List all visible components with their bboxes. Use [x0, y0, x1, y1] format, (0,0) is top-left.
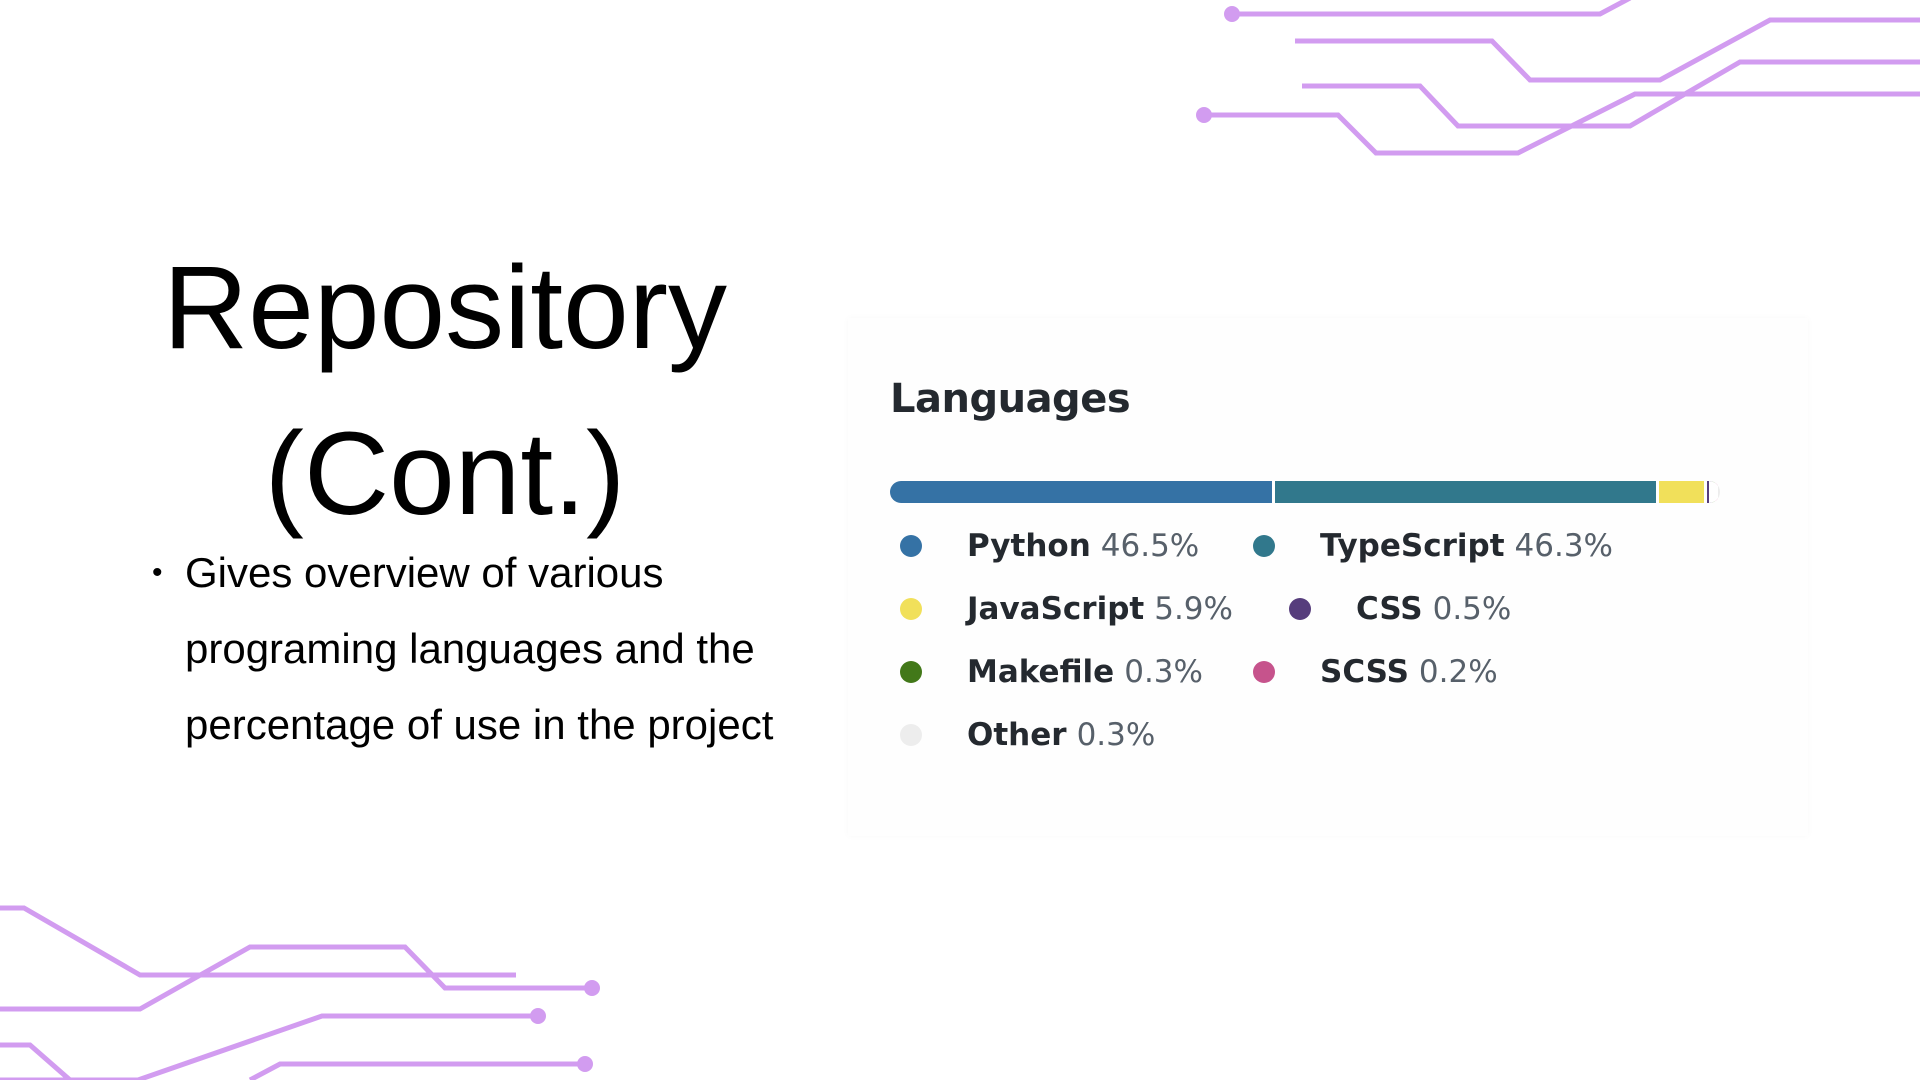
legend-name: Other: [967, 717, 1067, 753]
bar-segment-scss: [1714, 481, 1718, 503]
circuit-decoration-bottom: [0, 905, 600, 1080]
python-color-dot-icon: [900, 535, 922, 557]
legend-name: JavaScript: [967, 591, 1145, 627]
legend-item-css[interactable]: CSS 0.5%: [1289, 591, 1511, 627]
bar-segment-javascript: [1658, 481, 1708, 503]
legend-percent: 0.5%: [1432, 591, 1512, 627]
legend-percent: 5.9%: [1154, 591, 1233, 627]
bar-segment-css: [1707, 481, 1712, 503]
legend-item-python[interactable]: Python 46.5%: [900, 528, 1199, 564]
css-color-dot-icon: [1289, 598, 1311, 620]
bar-segment-makefile: [1711, 481, 1715, 503]
bullet-item: • Gives overview of various programing l…: [152, 535, 852, 763]
javascript-color-dot-icon: [900, 598, 922, 620]
legend-item-typescript[interactable]: TypeScript 46.3%: [1253, 528, 1613, 564]
legend-percent: 0.2%: [1418, 654, 1498, 690]
typescript-color-dot-icon: [1253, 535, 1275, 557]
bullet-text: Gives overview of various programing lan…: [185, 549, 774, 748]
bullet-list: • Gives overview of various programing l…: [152, 535, 852, 763]
slide-title: Repository (Cont.): [110, 225, 780, 557]
slide-title-line-1: Repository: [162, 242, 727, 374]
legend-percent: 0.3%: [1076, 717, 1156, 753]
languages-card: Languages Python 46.5% TypeScript 46.3% …: [848, 318, 1808, 836]
makefile-color-dot-icon: [900, 661, 922, 683]
legend-item-other[interactable]: Other 0.3%: [900, 717, 1155, 753]
legend-item-scss[interactable]: SCSS 0.2%: [1253, 654, 1498, 690]
bar-segment-typescript: [1275, 481, 1659, 503]
legend-item-javascript[interactable]: JavaScript 5.9%: [900, 591, 1233, 627]
bar-segment-python: [890, 481, 1276, 503]
languages-bar: [890, 481, 1720, 503]
bar-segment-other: [1717, 481, 1720, 503]
other-color-dot-icon: [900, 724, 922, 746]
slide-title-line-2: (Cont.): [264, 408, 626, 540]
legend-name: CSS: [1356, 591, 1423, 627]
legend-item-makefile[interactable]: Makefile 0.3%: [900, 654, 1203, 690]
legend-percent: 46.5%: [1100, 528, 1200, 564]
legend-name: SCSS: [1320, 654, 1409, 690]
languages-legend: Python 46.5% TypeScript 46.3% JavaScript…: [848, 318, 1808, 836]
legend-name: Python: [967, 528, 1091, 564]
legend-name: TypeScript: [1320, 528, 1505, 564]
legend-name: Makefile: [967, 654, 1115, 690]
bullet-dot-icon: •: [152, 556, 163, 589]
legend-percent: 0.3%: [1124, 654, 1203, 690]
scss-color-dot-icon: [1253, 661, 1275, 683]
languages-heading: Languages: [890, 376, 1131, 422]
circuit-decoration-top: [1196, 0, 1920, 156]
legend-percent: 46.3%: [1514, 528, 1614, 564]
